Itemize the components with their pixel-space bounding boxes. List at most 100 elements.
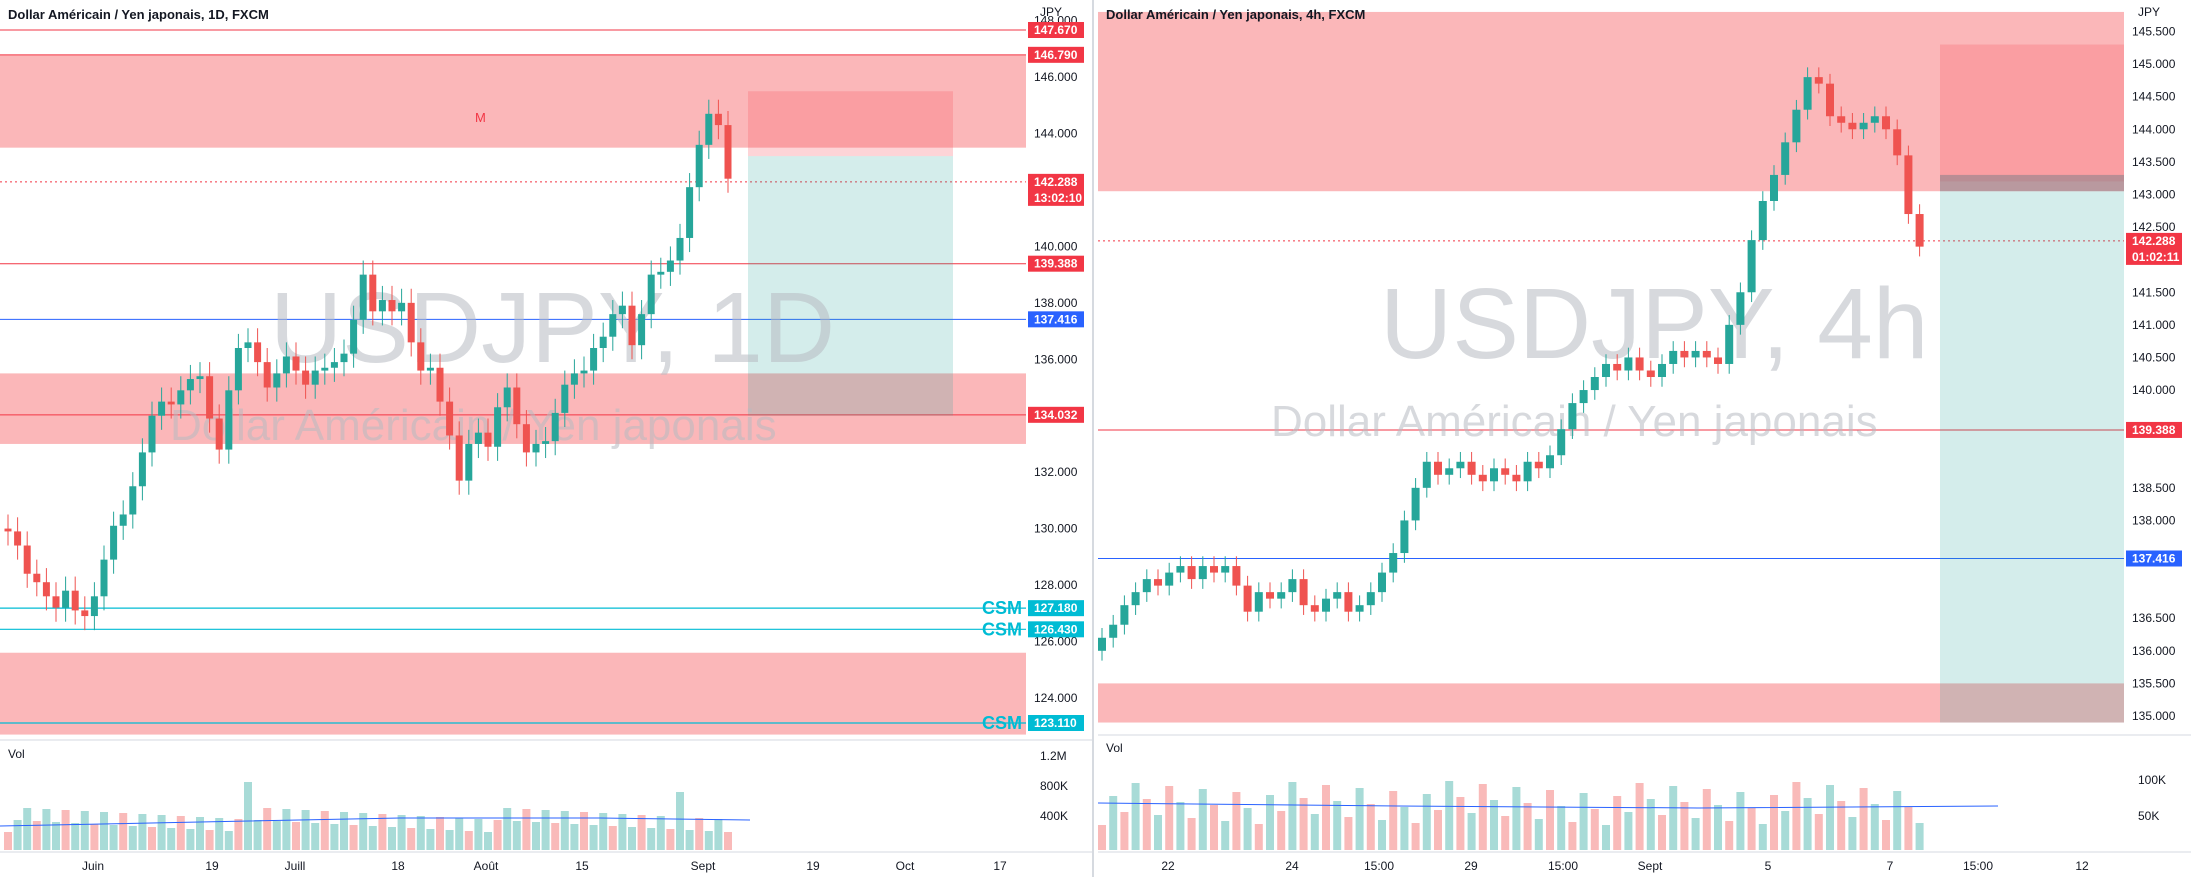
volume-bar (272, 821, 281, 850)
volume-bar (215, 818, 224, 850)
volume-bar (1310, 814, 1319, 850)
volume-bar (474, 819, 483, 850)
volume-bar (493, 820, 502, 850)
candle-body (590, 348, 598, 371)
volume-bar (666, 829, 675, 850)
candle-body (1456, 461, 1465, 469)
y-tick-label: 128.000 (1034, 578, 1078, 592)
x-tick-label: 15:00 (1364, 859, 1394, 873)
volume-bar (1770, 795, 1778, 850)
candle-body (1378, 572, 1386, 593)
volume-bar (1725, 821, 1734, 850)
candle-body (1512, 474, 1521, 482)
volume-bar (1579, 793, 1588, 850)
candle-body (1098, 637, 1106, 651)
volume-bar (32, 821, 41, 850)
candle-body (1837, 116, 1846, 123)
price-tag (1028, 46, 1084, 63)
candle-body (42, 582, 50, 597)
volume-bar (1557, 806, 1566, 850)
volume-bar (1501, 816, 1510, 850)
candle-body (561, 384, 569, 413)
stop-zone (748, 91, 953, 157)
volume-bar (1456, 797, 1465, 850)
price-tag-label: 139.388 (1034, 257, 1078, 271)
candle-body (465, 443, 473, 481)
volume-bar (416, 816, 425, 850)
candle-body (100, 559, 108, 597)
candle-body (407, 302, 415, 343)
candle-body (474, 432, 482, 444)
price-tag-label: 142.288 (1034, 175, 1078, 189)
volume-bar (1232, 792, 1241, 850)
x-tick-label: Août (474, 859, 499, 873)
candle-body (1210, 566, 1218, 573)
chart-panel-4h[interactable]: Dollar Américain / Yen japonais, 4h, FXC… (1098, 0, 2191, 877)
x-tick-label: 15 (575, 859, 589, 873)
volume-bar (1243, 808, 1252, 850)
volume-bar (349, 825, 358, 850)
volume-bar (589, 825, 598, 850)
candle-body (292, 356, 300, 371)
x-tick-label: 12 (2075, 859, 2089, 873)
volume-bar (1333, 801, 1342, 850)
volume-bar (532, 822, 540, 850)
candle-body (609, 314, 617, 337)
candle-body (1478, 474, 1487, 482)
y-tick-label: 145.500 (2132, 25, 2176, 39)
x-tick-label: Sept (691, 859, 716, 873)
candle-body (628, 305, 636, 346)
volume-bar (436, 817, 444, 850)
candle-body (503, 387, 511, 408)
x-tick-label: 15:00 (1963, 859, 1993, 873)
y-tick-label: 144.500 (2132, 90, 2176, 104)
candle-body (1445, 468, 1454, 475)
volume-bar (1445, 781, 1454, 850)
price-tag (2126, 550, 2182, 567)
chart-panel-daily[interactable]: Dollar Américain / Yen japonais, 1D, FXC… (0, 0, 1094, 877)
supply-demand-zone (1098, 11, 2124, 192)
candle-body (1344, 592, 1353, 612)
x-tick-label: 19 (205, 859, 219, 873)
volume-bar (1210, 805, 1218, 850)
volume-bar (541, 810, 550, 850)
candle-body (71, 590, 79, 611)
candle-body (1568, 403, 1577, 430)
candle-body (513, 387, 521, 425)
y-tick-label: 143.000 (2132, 187, 2176, 201)
price-tag (1028, 173, 1084, 206)
price-tag-label: 147.670 (1034, 23, 1078, 37)
volume-bar (52, 822, 60, 850)
volume-bar (1154, 815, 1162, 850)
volume-bar (1378, 820, 1386, 850)
volume-bar (138, 814, 147, 850)
candle-body (1366, 592, 1375, 606)
volume-bar (1299, 798, 1308, 850)
volume-bar (570, 824, 579, 850)
volume-bar (560, 811, 569, 850)
candle-body (321, 367, 329, 371)
candle-body (311, 370, 319, 385)
volume-bar (224, 831, 233, 850)
volume-bar (1792, 782, 1801, 850)
volume-bar (484, 832, 492, 850)
candle-body (1501, 468, 1510, 475)
candle-body (705, 113, 713, 145)
volume-bar (1266, 795, 1274, 850)
volume-bar (1366, 804, 1375, 850)
candle-body (1221, 566, 1230, 573)
volume-bar (80, 811, 89, 850)
volume-bar (253, 820, 262, 850)
candle-body (1747, 240, 1756, 293)
volume-bar (42, 809, 51, 850)
volume-bar (119, 813, 128, 850)
supply-demand-zone (0, 54, 1026, 148)
volume-bar (1422, 794, 1431, 850)
price-axis (2124, 0, 2191, 740)
volume-bar (599, 813, 608, 850)
candle-body (1915, 214, 1924, 247)
candle-body (330, 362, 338, 368)
4h-chart-svg[interactable]: USDJPY, 4h Dollar Américain / Yen japonai… (1098, 0, 2191, 877)
candle-body (196, 376, 204, 380)
